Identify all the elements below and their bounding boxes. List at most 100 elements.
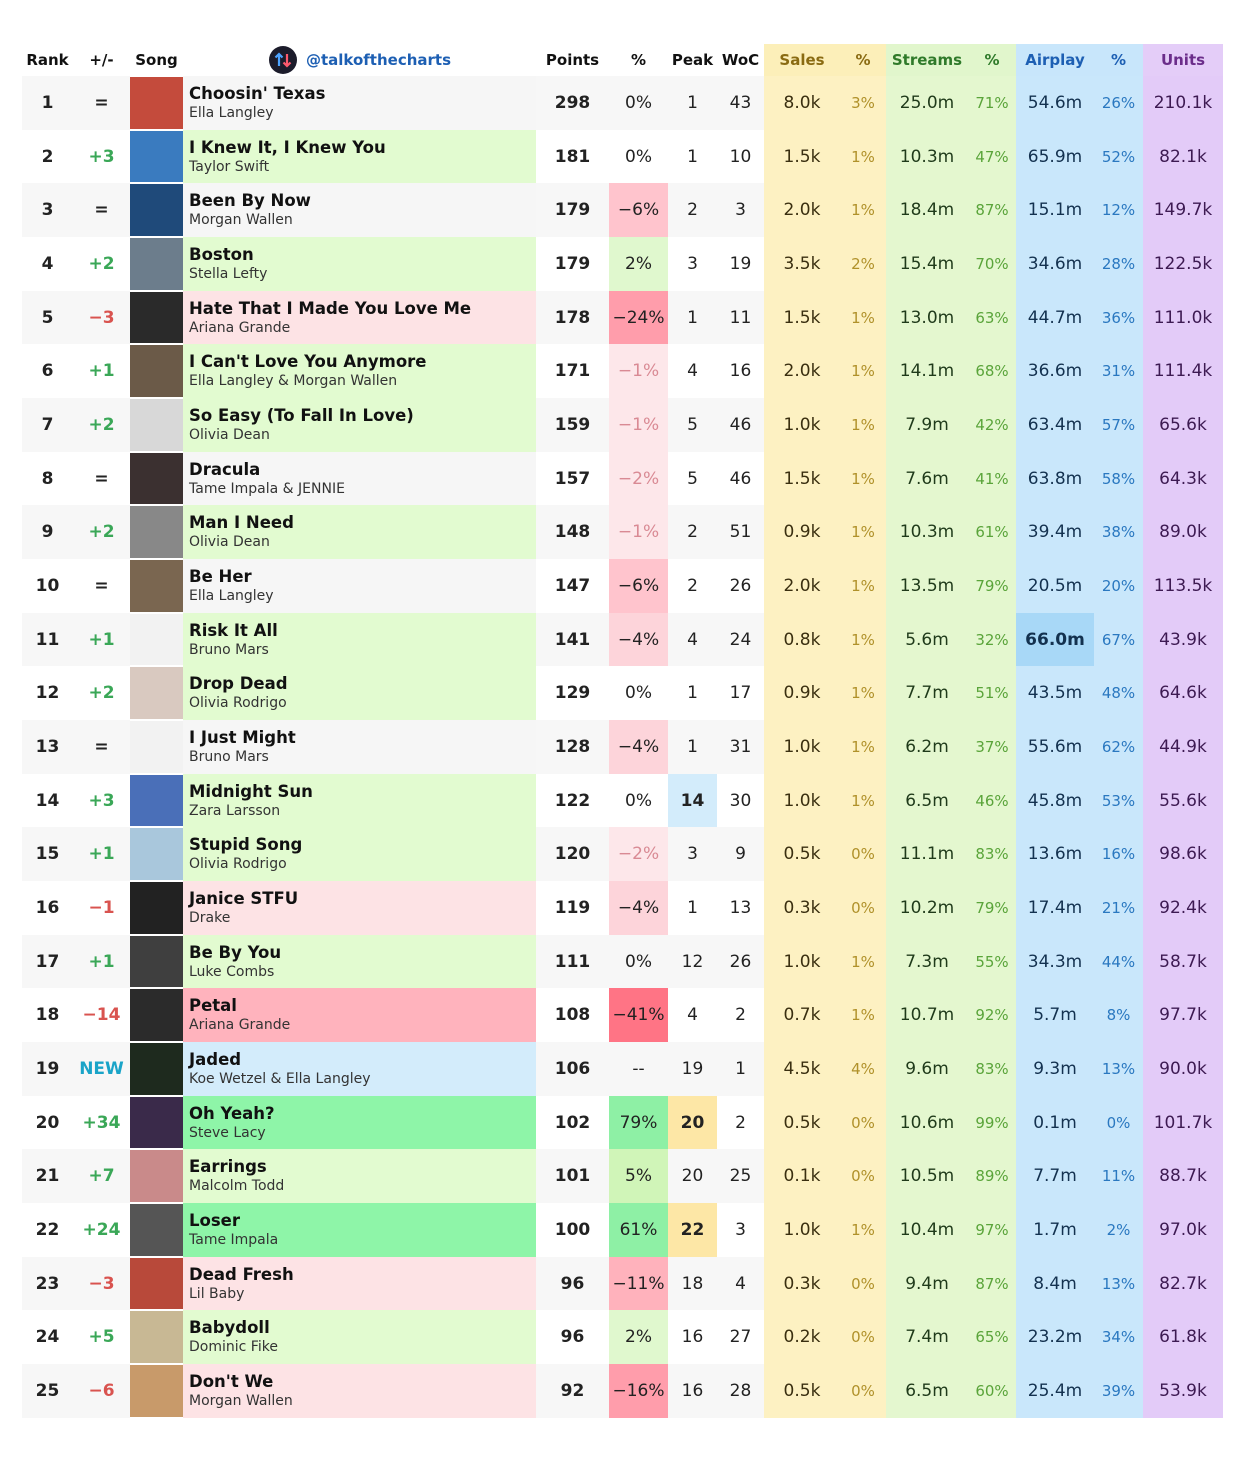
weeks-on-chart: 19 xyxy=(717,237,764,291)
peak: 2 xyxy=(668,183,717,238)
sales-share: 1% xyxy=(840,773,886,828)
album-art xyxy=(130,989,183,1042)
song-title: Petal xyxy=(189,996,237,1016)
airplay: 8.4m xyxy=(1016,1256,1094,1311)
units: 98.6k xyxy=(1143,827,1223,882)
streams-share: 87% xyxy=(968,1256,1016,1311)
col-header: % xyxy=(840,44,886,76)
col-header: Airplay xyxy=(1016,44,1094,76)
streams: 13.0m xyxy=(886,290,968,345)
weeks-on-chart: 17 xyxy=(717,666,764,721)
airplay-share: 58% xyxy=(1094,451,1143,506)
song-title: Man I Need xyxy=(189,513,294,533)
peak: 1 xyxy=(668,720,717,774)
song-title: Dracula xyxy=(189,459,261,479)
rank: 4 xyxy=(22,237,73,291)
artist: Morgan Wallen xyxy=(189,1392,293,1409)
album-art xyxy=(130,882,183,934)
weeks-on-chart: 2 xyxy=(717,1095,764,1150)
song: Loser Tame Impala xyxy=(183,1203,536,1257)
sales-share: 0% xyxy=(840,1256,886,1311)
units: 122.5k xyxy=(1143,237,1223,291)
points-change: 2% xyxy=(609,1310,668,1365)
weeks-on-chart: 43 xyxy=(717,76,764,130)
streams-share: 92% xyxy=(968,988,1016,1043)
units: 111.0k xyxy=(1143,290,1223,345)
streams: 13.5m xyxy=(886,559,968,613)
change: +1 xyxy=(73,344,130,399)
album-art xyxy=(130,345,183,398)
logo xyxy=(268,46,297,74)
rank: 11 xyxy=(22,612,73,667)
units: 58.7k xyxy=(1143,934,1223,989)
weeks-on-chart: 13 xyxy=(717,881,764,935)
points-change: -- xyxy=(609,1042,668,1096)
song: Been By Now Morgan Wallen xyxy=(183,183,536,238)
song: Drop Dead Olivia Rodrigo xyxy=(183,666,536,721)
units: 55.6k xyxy=(1143,773,1223,828)
artist: Malcolm Todd xyxy=(189,1178,285,1195)
sales: 1.5k xyxy=(764,290,840,345)
units: 101.7k xyxy=(1143,1095,1223,1150)
weeks-on-chart: 28 xyxy=(717,1364,764,1418)
units: 89.0k xyxy=(1143,505,1223,560)
points: 100 xyxy=(536,1203,609,1257)
airplay: 63.4m xyxy=(1016,398,1094,452)
points-change: −6% xyxy=(609,559,668,613)
points: 128 xyxy=(536,720,609,774)
units: 53.9k xyxy=(1143,1364,1223,1418)
airplay-share: 12% xyxy=(1094,183,1143,238)
col-header: Rank xyxy=(26,51,69,69)
airplay-share: 48% xyxy=(1094,666,1143,721)
artist: Dominic Fike xyxy=(189,1339,278,1356)
song-title: Been By Now xyxy=(189,191,311,211)
change: = xyxy=(73,559,130,613)
weeks-on-chart: 46 xyxy=(717,398,764,452)
points: 122 xyxy=(536,773,609,828)
handle: @talkofthecharts xyxy=(183,44,536,76)
sales-share: 1% xyxy=(840,666,886,721)
streams-share: 60% xyxy=(968,1364,1016,1418)
weeks-on-chart: 1 xyxy=(717,1042,764,1096)
handle-text: @talkofthecharts xyxy=(305,51,452,69)
col-header: Units xyxy=(1143,44,1223,76)
streams: 25.0m xyxy=(886,76,968,130)
streams: 9.6m xyxy=(886,1042,968,1096)
streams-share: 99% xyxy=(968,1095,1016,1150)
album-art xyxy=(130,1365,183,1417)
album-art xyxy=(130,291,183,344)
weeks-on-chart: 31 xyxy=(717,720,764,774)
song: Be Her Ella Langley xyxy=(183,559,536,613)
streams-share: 65% xyxy=(968,1310,1016,1365)
sales-share: 1% xyxy=(840,934,886,989)
sales: 1.0k xyxy=(764,773,840,828)
peak: 3 xyxy=(668,827,717,882)
album-art xyxy=(130,184,183,237)
points-change: −11% xyxy=(609,1256,668,1311)
change: +2 xyxy=(73,666,130,721)
sales: 0.5k xyxy=(764,1364,840,1418)
sales: 1.5k xyxy=(764,451,840,506)
streams-share: 42% xyxy=(968,398,1016,452)
peak: 1 xyxy=(668,290,717,345)
streams-share: 55% xyxy=(968,934,1016,989)
streams-share: 97% xyxy=(968,1203,1016,1257)
song: I Just Might Bruno Mars xyxy=(183,720,536,774)
peak: 16 xyxy=(668,1364,717,1418)
header-row: Rank +/- Song @talkofthecharts Points % … xyxy=(22,44,1223,76)
album-art xyxy=(130,77,183,129)
airplay-share: 20% xyxy=(1094,559,1143,613)
points: 148 xyxy=(536,505,609,560)
col-header: Sales xyxy=(764,44,840,76)
streams-share: 79% xyxy=(968,559,1016,613)
points: 179 xyxy=(536,183,609,238)
song: So Easy (To Fall In Love) Olivia Dean xyxy=(183,398,536,452)
song: Oh Yeah? Steve Lacy xyxy=(183,1095,536,1150)
change: +24 xyxy=(73,1203,130,1257)
sales-share: 3% xyxy=(840,76,886,130)
points: 171 xyxy=(536,344,609,399)
artist: Olivia Rodrigo xyxy=(189,695,287,712)
artist: Taylor Swift xyxy=(189,158,270,175)
airplay-share: 16% xyxy=(1094,827,1143,882)
